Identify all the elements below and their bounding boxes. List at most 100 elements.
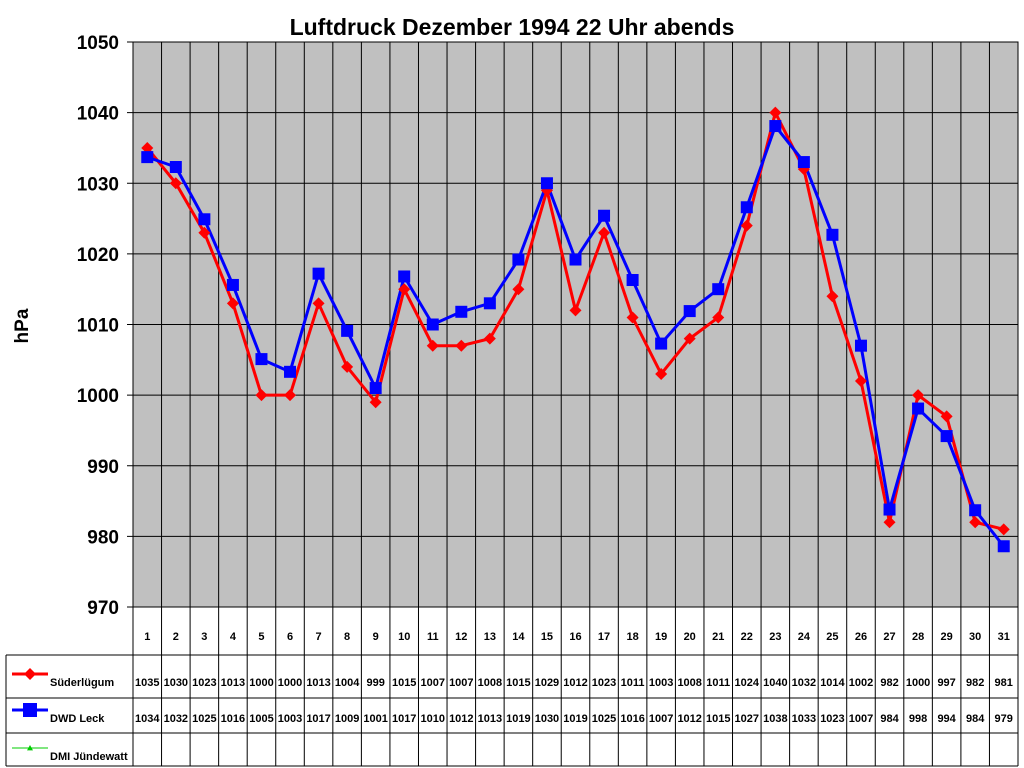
table-cell: 1013 bbox=[306, 677, 330, 689]
data-point bbox=[769, 106, 782, 119]
data-point bbox=[198, 213, 211, 226]
x-tick-label: 26 bbox=[855, 631, 867, 643]
data-point bbox=[569, 304, 582, 317]
table-cell: 1008 bbox=[478, 677, 502, 689]
data-point bbox=[284, 365, 297, 378]
table-cell: 984 bbox=[880, 713, 899, 725]
y-tick-label: 1010 bbox=[77, 316, 119, 337]
table-cell: 1025 bbox=[192, 713, 216, 725]
x-tick-label: 8 bbox=[344, 631, 350, 643]
data-point bbox=[997, 540, 1010, 553]
table-cell: 1032 bbox=[792, 677, 816, 689]
data-point bbox=[398, 270, 411, 283]
table-cell: 1017 bbox=[392, 713, 416, 725]
data-point bbox=[797, 156, 810, 169]
table-cell: 1032 bbox=[164, 713, 188, 725]
table-cell: 1013 bbox=[478, 713, 502, 725]
data-point bbox=[569, 253, 582, 266]
data-point bbox=[398, 283, 411, 296]
data-point bbox=[655, 337, 668, 350]
data-point bbox=[426, 339, 439, 352]
data-point bbox=[369, 396, 382, 409]
table-cell: 1002 bbox=[849, 677, 873, 689]
table-cell: 1030 bbox=[164, 677, 188, 689]
table-cell: 1029 bbox=[535, 677, 559, 689]
x-tick-label: 14 bbox=[512, 631, 525, 643]
table-cell: 994 bbox=[937, 713, 956, 725]
x-tick-label: 6 bbox=[287, 631, 293, 643]
x-tick-label: 7 bbox=[316, 631, 322, 643]
table-cell: 1034 bbox=[135, 713, 160, 725]
legend-label: DMI Jündewatt bbox=[50, 751, 128, 763]
y-tick-label: 1030 bbox=[77, 174, 119, 195]
table-cell: 1015 bbox=[706, 713, 730, 725]
legend-label: Süderlügum bbox=[50, 677, 114, 689]
table-cell: 1007 bbox=[449, 677, 473, 689]
x-tick-label: 27 bbox=[883, 631, 895, 643]
x-tick-label: 5 bbox=[258, 631, 264, 643]
table-cell: 1015 bbox=[506, 677, 530, 689]
x-tick-label: 17 bbox=[598, 631, 610, 643]
x-tick-label: 20 bbox=[684, 631, 696, 643]
data-point bbox=[255, 353, 268, 366]
table-cell: 1019 bbox=[506, 713, 530, 725]
data-point bbox=[169, 177, 182, 190]
table-cell: 1025 bbox=[592, 713, 616, 725]
data-point bbox=[369, 382, 382, 395]
data-point bbox=[940, 430, 953, 443]
table-cell: 1040 bbox=[763, 677, 787, 689]
data-point bbox=[712, 311, 725, 324]
x-tick-label: 12 bbox=[455, 631, 467, 643]
table-cell: 1023 bbox=[192, 677, 216, 689]
data-point bbox=[483, 332, 496, 345]
data-point bbox=[341, 324, 354, 337]
table-cell: 997 bbox=[937, 677, 955, 689]
x-tick-label: 11 bbox=[427, 631, 439, 643]
data-point bbox=[540, 177, 553, 190]
table-cell: 1035 bbox=[135, 677, 159, 689]
x-tick-label: 9 bbox=[373, 631, 379, 643]
table-cell: 1001 bbox=[363, 713, 387, 725]
x-tick-label: 3 bbox=[201, 631, 207, 643]
table-cell: 1011 bbox=[706, 677, 730, 689]
table-cell: 1016 bbox=[620, 713, 644, 725]
data-point bbox=[883, 516, 896, 529]
y-tick-label: 1000 bbox=[77, 386, 119, 407]
table-cell: 1000 bbox=[906, 677, 930, 689]
y-tick-label: 970 bbox=[87, 598, 119, 619]
table-cell: 981 bbox=[995, 677, 1013, 689]
data-point bbox=[997, 523, 1010, 536]
x-tick-label: 31 bbox=[998, 631, 1010, 643]
y-tick-label: 1040 bbox=[77, 104, 119, 125]
data-point bbox=[312, 267, 325, 280]
data-point bbox=[683, 332, 696, 345]
data-point bbox=[912, 389, 925, 402]
data-point bbox=[626, 311, 639, 324]
table-cell: 1027 bbox=[735, 713, 759, 725]
table-cell: 982 bbox=[966, 677, 984, 689]
table-cell: 1019 bbox=[563, 713, 587, 725]
table-cell: 982 bbox=[880, 677, 898, 689]
table-cell: 1008 bbox=[677, 677, 701, 689]
x-tick-label: 23 bbox=[769, 631, 781, 643]
data-point bbox=[655, 367, 668, 380]
y-tick-label: 980 bbox=[87, 527, 119, 548]
table-cell: 1023 bbox=[592, 677, 616, 689]
data-point bbox=[769, 120, 782, 133]
x-tick-label: 4 bbox=[230, 631, 237, 643]
data-point bbox=[712, 283, 725, 296]
data-point bbox=[854, 339, 867, 352]
legend-label: DWD Leck bbox=[50, 713, 105, 725]
chart-title: Luftdruck Dezember 1994 22 Uhr abends bbox=[289, 14, 735, 40]
data-point bbox=[912, 402, 925, 415]
data-point bbox=[341, 360, 354, 373]
data-point bbox=[141, 151, 154, 164]
data-point bbox=[455, 339, 468, 352]
y-tick-label: 990 bbox=[87, 457, 119, 478]
legend-marker bbox=[23, 703, 37, 717]
data-point bbox=[284, 389, 297, 402]
data-point bbox=[740, 201, 753, 214]
x-tick-label: 22 bbox=[741, 631, 753, 643]
data-point bbox=[683, 305, 696, 318]
legend-marker bbox=[24, 668, 36, 680]
